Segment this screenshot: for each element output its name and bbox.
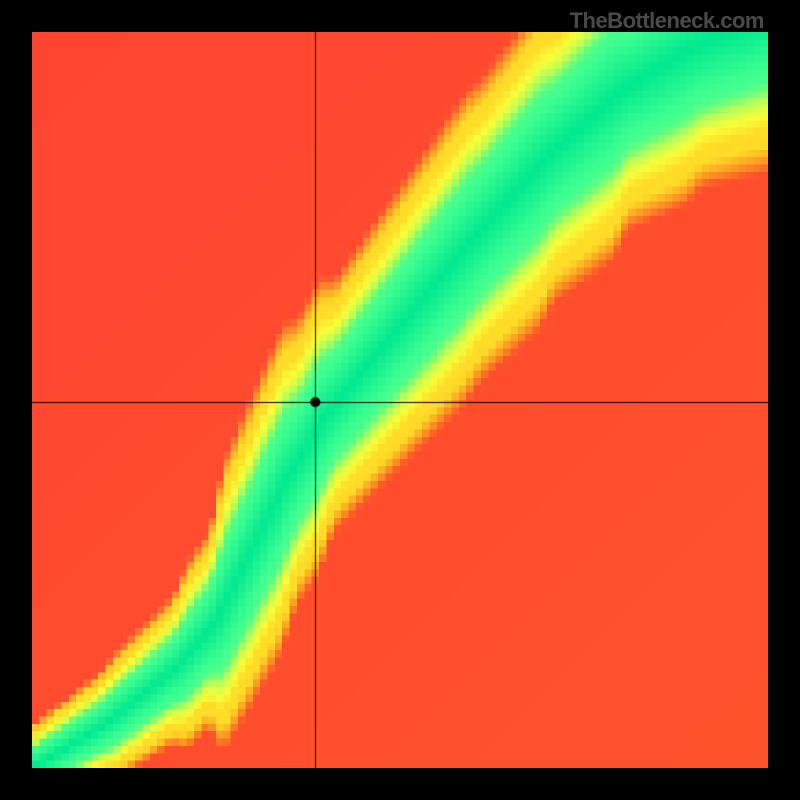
crosshair-overlay bbox=[32, 32, 768, 768]
watermark-text: TheBottleneck.com bbox=[570, 8, 764, 34]
chart-container: { "watermark": { "text": "TheBottleneck.… bbox=[0, 0, 800, 800]
